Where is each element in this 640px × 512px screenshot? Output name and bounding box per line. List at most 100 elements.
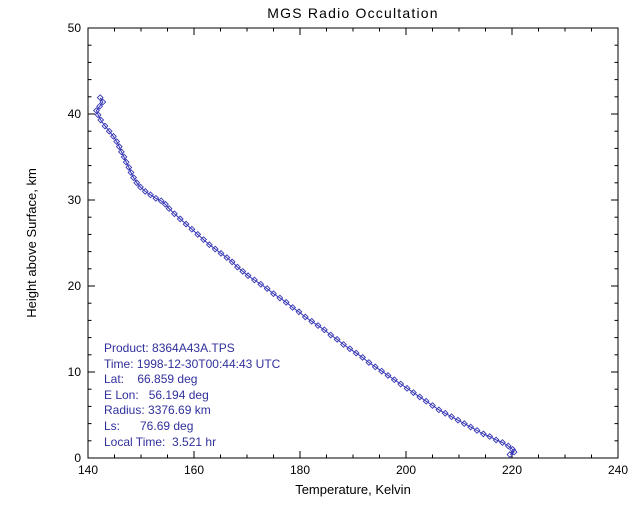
diamond-marker: [397, 380, 405, 388]
diamond-marker: [147, 191, 154, 199]
diamond-marker: [371, 363, 379, 371]
diamond-marker: [105, 127, 113, 135]
diamond-marker: [127, 169, 135, 176]
diamond-marker: [270, 290, 277, 298]
diamond-marker: [365, 359, 373, 366]
diamond-marker: [289, 304, 297, 311]
diamond-marker: [409, 389, 417, 397]
diamond-marker: [217, 249, 225, 257]
diamond-marker: [390, 376, 398, 384]
diamond-marker: [340, 341, 347, 348]
y-tick-label: 0: [74, 451, 81, 465]
x-tick-label: 140: [78, 463, 98, 477]
diamond-marker: [234, 263, 241, 271]
diamond-marker: [359, 353, 366, 361]
x-tick-label: 200: [396, 463, 416, 477]
diamond-marker: [346, 345, 354, 353]
diamond-marker: [301, 313, 309, 321]
diamond-marker: [228, 258, 236, 266]
diamond-marker: [473, 427, 481, 434]
diamond-marker: [441, 409, 449, 417]
diamond-marker: [165, 205, 173, 213]
diamond-marker: [250, 276, 258, 284]
x-tick-label: 180: [290, 463, 310, 477]
diamond-marker: [200, 236, 207, 243]
diamond-marker: [97, 116, 105, 124]
diamond-marker: [157, 197, 165, 205]
diamond-marker: [137, 183, 144, 191]
diamond-marker: [352, 349, 360, 357]
diamond-marker: [99, 98, 107, 106]
diamond-marker: [101, 122, 109, 130]
diamond-marker: [170, 210, 178, 218]
diamond-marker: [96, 94, 104, 102]
diamond-marker: [125, 163, 133, 171]
diamond-marker: [161, 200, 169, 208]
annotation-line: Radius: 3376.69 km: [104, 403, 211, 418]
diamond-marker: [454, 416, 462, 424]
diamond-marker: [422, 397, 430, 405]
diamond-marker: [448, 413, 456, 421]
diamond-marker: [257, 280, 265, 288]
diamond-marker: [182, 220, 190, 228]
x-axis-label: Temperature, Kelvin: [295, 482, 411, 497]
diamond-marker: [384, 372, 392, 379]
diamond-marker: [510, 448, 518, 456]
diamond-marker: [133, 179, 141, 187]
diamond-marker: [435, 406, 443, 414]
diamond-marker: [223, 254, 231, 262]
y-tick-label: 40: [68, 107, 82, 121]
diamond-marker: [416, 393, 424, 401]
annotation-line: Local Time: 3.521 hr: [104, 434, 217, 449]
diamond-marker: [506, 451, 514, 458]
y-tick-label: 30: [68, 193, 82, 207]
diamond-marker: [479, 430, 487, 438]
y-tick-label: 20: [68, 279, 82, 293]
diamond-marker: [211, 245, 219, 253]
diamond-marker: [94, 111, 102, 119]
diamond-marker: [117, 148, 125, 156]
diamond-marker: [276, 294, 284, 302]
diamond-marker: [122, 158, 130, 166]
diamond-marker: [378, 367, 386, 375]
chart-title: MGS Radio Occultation: [267, 5, 438, 21]
diamond-marker: [130, 174, 138, 182]
diamond-marker: [403, 384, 411, 392]
x-tick-label: 160: [184, 463, 204, 477]
annotation-line: E Lon: 56.194 deg: [104, 387, 209, 402]
diamond-marker: [509, 445, 516, 453]
axes: 140 160 180 200 220 240 0 10 20 30 40 50: [68, 21, 629, 477]
diamond-marker: [320, 326, 328, 334]
diamond-marker: [244, 272, 252, 280]
diamond-marker: [308, 317, 316, 325]
diamond-marker: [263, 285, 271, 293]
temperature-profile-series: [93, 94, 518, 458]
diamond-marker: [152, 194, 160, 202]
diamond-marker: [282, 298, 290, 306]
diamond-marker: [486, 433, 494, 440]
y-tick-label: 50: [68, 21, 82, 35]
x-tick-label: 240: [608, 463, 628, 477]
diamond-marker: [176, 215, 184, 223]
annotation-line: Time: 1998-12-30T00:44:43 UTC: [104, 356, 281, 371]
diamond-marker: [460, 420, 468, 428]
diamond-marker: [96, 102, 104, 110]
annotation-line: Ls: 76.69 deg: [104, 418, 194, 433]
diamond-marker: [194, 230, 202, 238]
diamond-marker: [429, 402, 436, 409]
diamond-marker: [504, 442, 512, 450]
y-axis-label: Height above Surface, km: [24, 168, 39, 318]
diamond-marker: [467, 423, 475, 431]
diamond-marker: [141, 187, 149, 195]
diamond-marker: [188, 225, 196, 233]
diamond-marker: [239, 267, 247, 275]
annotation-block: Product: 8364A43A.TPS Time: 1998-12-30T00…: [104, 341, 280, 450]
x-tick-label: 220: [502, 463, 522, 477]
diamond-marker: [327, 331, 335, 339]
diamond-marker: [120, 153, 128, 161]
diamond-marker: [499, 439, 506, 446]
diamond-marker: [115, 143, 123, 151]
diamond-marker: [113, 138, 121, 145]
